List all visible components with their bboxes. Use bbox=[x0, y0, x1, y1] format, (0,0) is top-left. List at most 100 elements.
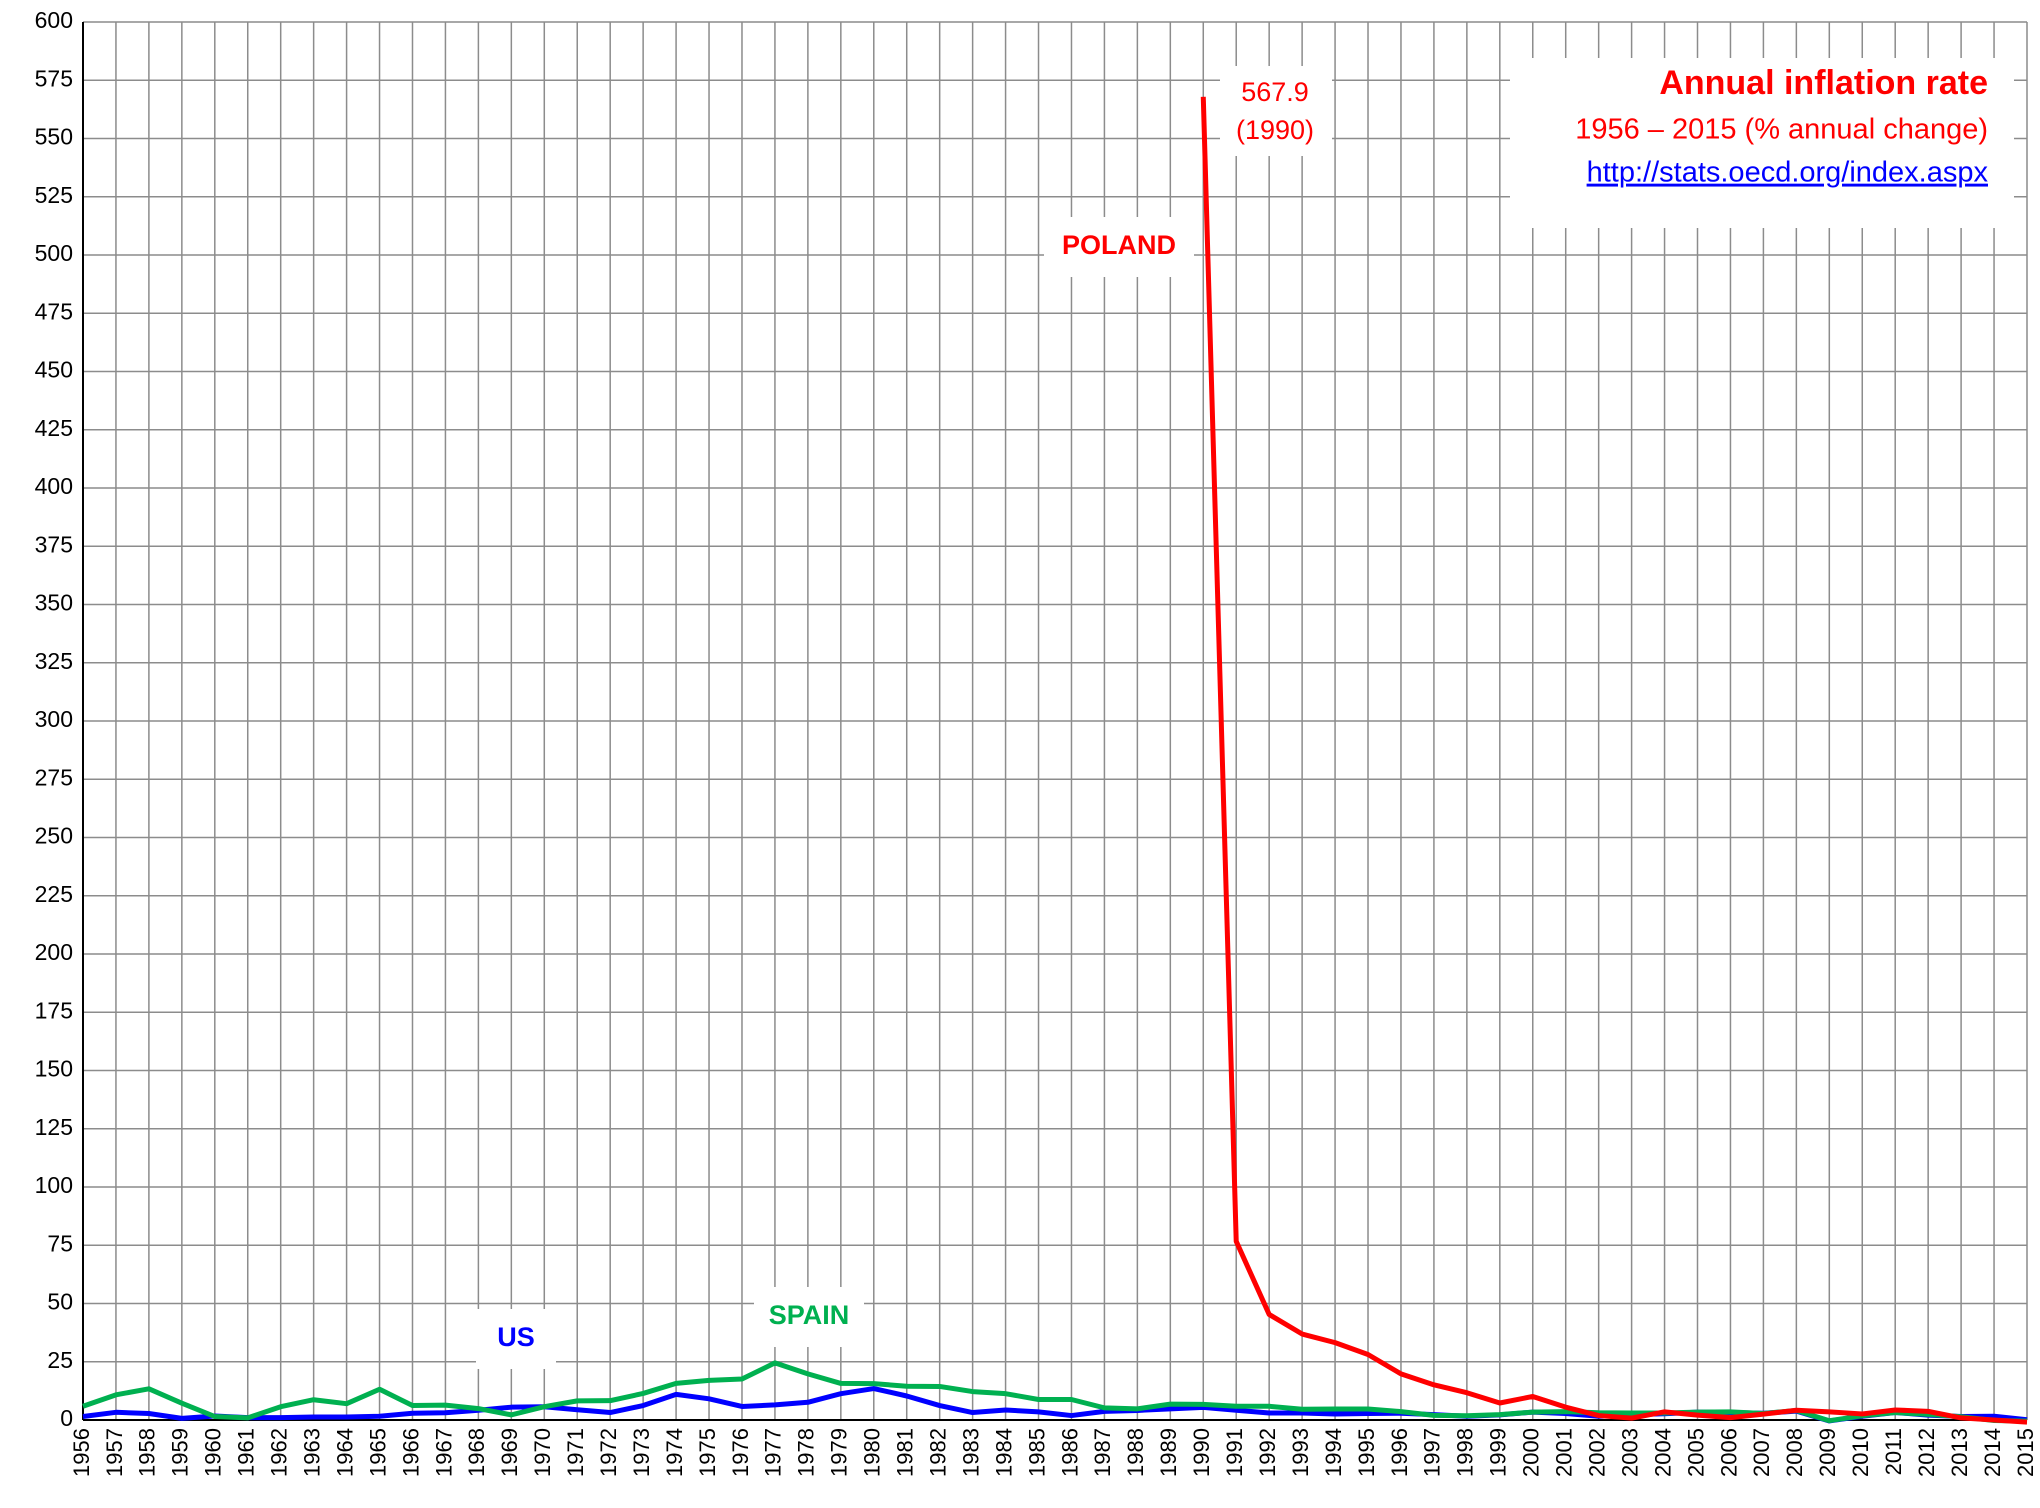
series-label: POLAND bbox=[1062, 230, 1176, 260]
x-tick-label: 1994 bbox=[1321, 1428, 1346, 1477]
y-tick-label: 600 bbox=[35, 7, 73, 33]
y-tick-label: 25 bbox=[47, 1347, 73, 1373]
y-tick-label: 500 bbox=[35, 240, 73, 266]
x-tick-label: 1991 bbox=[1222, 1428, 1247, 1477]
series-line bbox=[1200, 96, 2028, 1425]
x-tick-label: 2003 bbox=[1617, 1428, 1642, 1477]
x-tick-label: 2014 bbox=[1980, 1428, 2005, 1477]
x-tick-label: 1982 bbox=[925, 1428, 950, 1477]
x-tick-label: 1995 bbox=[1354, 1428, 1379, 1477]
y-tick-label: 50 bbox=[47, 1289, 73, 1315]
annotation: (1990) bbox=[1236, 115, 1314, 145]
y-tick-label: 300 bbox=[35, 706, 73, 732]
x-tick-label: 2008 bbox=[1782, 1428, 1807, 1477]
series-label: US bbox=[497, 1322, 535, 1352]
x-tick-label: 2004 bbox=[1650, 1428, 1675, 1477]
y-tick-label: 100 bbox=[35, 1172, 73, 1198]
y-tick-label: 225 bbox=[35, 881, 73, 907]
x-tick-label: 1983 bbox=[958, 1428, 983, 1477]
x-tick-label: 1969 bbox=[497, 1428, 522, 1477]
y-tick-label: 425 bbox=[35, 415, 73, 441]
x-tick-label: 2002 bbox=[1584, 1428, 1609, 1477]
source-link: http://stats.oecd.org/index.aspx bbox=[1587, 157, 1989, 189]
x-tick-label: 2005 bbox=[1683, 1428, 1708, 1477]
x-tick-label: 2001 bbox=[1552, 1428, 1577, 1477]
x-tick-label: 2012 bbox=[1914, 1428, 1939, 1477]
y-tick-label: 125 bbox=[35, 1114, 73, 1140]
series-label-box bbox=[1044, 217, 1194, 277]
x-tick-label: 1959 bbox=[168, 1428, 193, 1477]
x-tick-label: 1999 bbox=[1486, 1428, 1511, 1477]
x-tick-label: 1997 bbox=[1420, 1428, 1445, 1477]
x-tick-label: 1962 bbox=[267, 1428, 292, 1477]
y-tick-label: 575 bbox=[35, 65, 73, 91]
y-tick-label: 400 bbox=[35, 473, 73, 499]
series-label: SPAIN bbox=[769, 1300, 850, 1330]
x-tick-label: 1957 bbox=[102, 1428, 127, 1477]
y-tick-label: 175 bbox=[35, 997, 73, 1023]
series-label-box bbox=[476, 1309, 556, 1369]
y-tick-label: 275 bbox=[35, 764, 73, 790]
title-box bbox=[1510, 58, 2014, 228]
chart-title: Annual inflation rate bbox=[1659, 64, 1988, 102]
y-tick-label: 450 bbox=[35, 357, 73, 383]
x-tick-label: 2009 bbox=[1815, 1428, 1840, 1477]
x-tick-label: 1990 bbox=[1189, 1428, 1214, 1477]
x-tick-label: 1984 bbox=[991, 1428, 1016, 1477]
y-tick-label: 0 bbox=[60, 1405, 73, 1431]
x-tick-label: 1974 bbox=[662, 1428, 687, 1477]
x-tick-label: 1992 bbox=[1255, 1428, 1280, 1477]
x-tick-label: 1993 bbox=[1288, 1428, 1313, 1477]
x-tick-label: 2000 bbox=[1519, 1428, 1544, 1477]
x-tick-label: 1964 bbox=[332, 1428, 357, 1477]
x-tick-label: 1998 bbox=[1453, 1428, 1478, 1477]
x-tick-label: 1988 bbox=[1123, 1428, 1148, 1477]
x-tick-label: 1977 bbox=[761, 1428, 786, 1477]
x-tick-label: 1996 bbox=[1387, 1428, 1412, 1477]
x-tick-label: 1976 bbox=[728, 1428, 753, 1477]
y-tick-label: 150 bbox=[35, 1056, 73, 1082]
x-tick-label: 1965 bbox=[365, 1428, 390, 1477]
x-tick-label: 1972 bbox=[596, 1428, 621, 1477]
x-tick-label: 2013 bbox=[1947, 1428, 1972, 1477]
y-tick-label: 250 bbox=[35, 823, 73, 849]
x-tick-label: 1980 bbox=[860, 1428, 885, 1477]
annotation-box bbox=[1220, 66, 1332, 156]
x-tick-label: 1975 bbox=[695, 1428, 720, 1477]
x-tick-label: 1966 bbox=[398, 1428, 423, 1477]
x-tick-label: 2006 bbox=[1716, 1428, 1741, 1477]
x-tick-label: 1987 bbox=[1090, 1428, 1115, 1477]
x-tick-label: 1958 bbox=[135, 1428, 160, 1477]
x-tick-label: 1978 bbox=[794, 1428, 819, 1477]
x-tick-label: 2011 bbox=[1881, 1428, 1906, 1475]
x-tick-label: 1970 bbox=[530, 1428, 555, 1477]
series-label-box bbox=[754, 1287, 864, 1347]
x-tick-label: 1961 bbox=[234, 1428, 259, 1477]
x-tick-label: 1986 bbox=[1057, 1428, 1082, 1477]
x-tick-label: 1956 bbox=[69, 1428, 94, 1477]
annotation: 567.9 bbox=[1241, 77, 1309, 107]
x-tick-label: 2007 bbox=[1749, 1428, 1774, 1477]
y-tick-label: 525 bbox=[35, 182, 73, 208]
x-tick-label: 1979 bbox=[827, 1428, 852, 1477]
x-tick-label: 1989 bbox=[1156, 1428, 1181, 1477]
y-tick-label: 475 bbox=[35, 298, 73, 324]
y-tick-label: 325 bbox=[35, 648, 73, 674]
x-tick-label: 1968 bbox=[464, 1428, 489, 1477]
series-line bbox=[82, 1360, 2028, 1424]
y-tick-label: 75 bbox=[47, 1230, 73, 1256]
y-tick-label: 375 bbox=[35, 531, 73, 557]
x-tick-label: 2015 bbox=[2013, 1428, 2038, 1477]
x-tick-label: 1963 bbox=[299, 1428, 324, 1477]
chart-subtitle: 1956 – 2015 (% annual change) bbox=[1575, 114, 1988, 146]
x-tick-label: 1973 bbox=[629, 1428, 654, 1477]
x-tick-label: 2010 bbox=[1848, 1428, 1873, 1477]
y-tick-label: 550 bbox=[35, 124, 73, 150]
y-tick-label: 200 bbox=[35, 939, 73, 965]
x-tick-label: 1960 bbox=[201, 1428, 226, 1477]
x-tick-label: 1967 bbox=[431, 1428, 456, 1477]
y-tick-label: 350 bbox=[35, 590, 73, 616]
x-tick-label: 1981 bbox=[893, 1428, 918, 1477]
